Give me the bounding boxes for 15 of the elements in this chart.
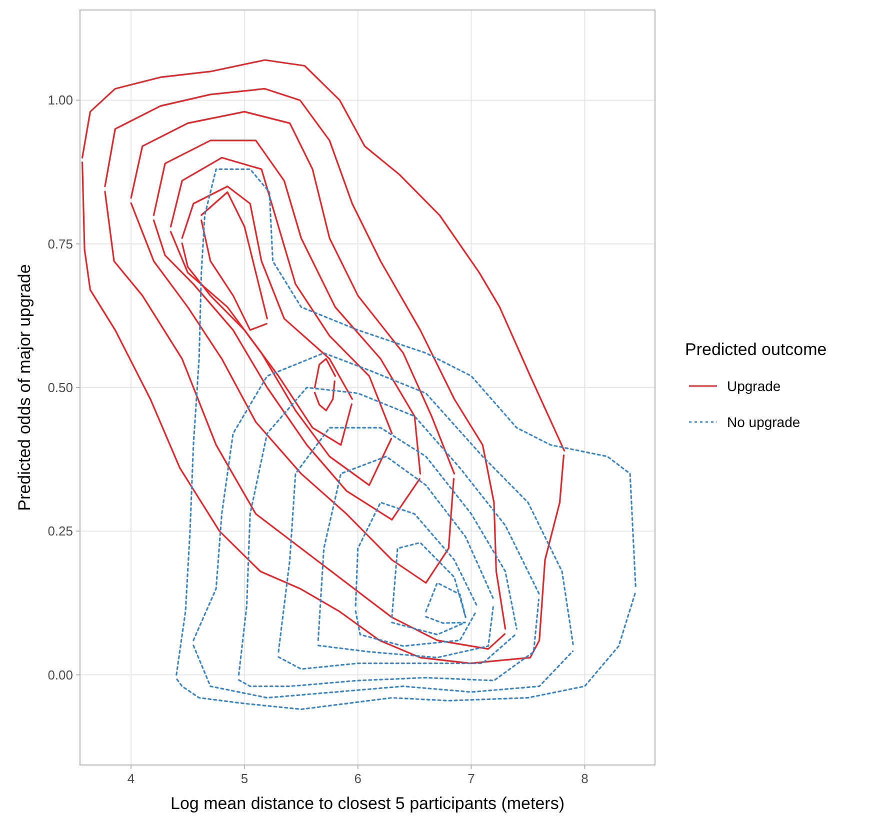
x-axis-title: Log mean distance to closest 5 participants (meters) [170,794,565,813]
x-tick-label: 6 [354,771,362,786]
x-tick-label: 4 [127,771,135,786]
legend-title: Predicted outcome [685,340,827,359]
y-axis-title: Predicted odds of major upgrade [15,264,34,511]
x-tick-label: 8 [581,771,588,786]
x-tick-label: 7 [468,771,475,786]
legend-label: No upgrade [727,414,800,430]
y-tick-label: 0.25 [48,524,73,539]
y-tick-label: 0.00 [48,667,73,682]
y-tick-label: 1.00 [48,92,73,108]
legend-label: Upgrade [727,378,781,394]
x-tick-label: 5 [240,771,248,786]
y-tick-label: 0.50 [48,380,73,395]
y-tick-label: 0.75 [48,236,73,252]
